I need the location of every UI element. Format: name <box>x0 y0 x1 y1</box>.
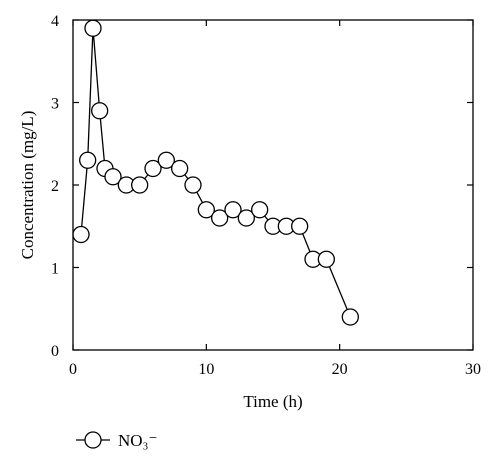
legend-marker <box>84 431 102 449</box>
data-point <box>84 19 102 37</box>
data-point <box>237 209 255 227</box>
data-point <box>341 308 359 326</box>
legend: NO₃⁻ <box>76 431 157 450</box>
data-point <box>157 151 175 169</box>
data-point <box>251 201 269 219</box>
y-tick-label: 1 <box>51 261 59 278</box>
x-tick-label: 10 <box>198 361 214 378</box>
y-tick-label: 4 <box>51 13 59 30</box>
y-tick-label: 3 <box>51 96 59 113</box>
y-tick-label: 2 <box>51 178 59 195</box>
x-tick-label: 0 <box>69 361 77 378</box>
x-tick-label: 30 <box>465 361 481 378</box>
x-tick-label: 20 <box>332 361 348 378</box>
data-point <box>224 201 242 219</box>
data-point <box>79 151 97 169</box>
axis-ticks: 0 10 20 30 0 1 2 3 4 <box>51 13 481 378</box>
data-point <box>211 209 229 227</box>
data-point <box>197 201 215 219</box>
data-point <box>317 250 335 268</box>
data-point <box>144 159 162 178</box>
data-point <box>131 176 149 194</box>
data-point <box>171 159 189 178</box>
data-point <box>104 168 122 186</box>
data-point <box>184 176 202 194</box>
legend-label-no3: NO₃⁻ <box>118 431 157 450</box>
data-point <box>72 225 90 244</box>
data-point <box>291 217 309 235</box>
series-layer <box>72 19 359 326</box>
x-axis-label: Time (h) <box>243 392 302 411</box>
y-tick-label: 0 <box>51 343 59 360</box>
y-axis-label: Concentration (mg/L) <box>18 111 37 260</box>
series-line <box>80 28 351 318</box>
data-point <box>91 102 109 120</box>
